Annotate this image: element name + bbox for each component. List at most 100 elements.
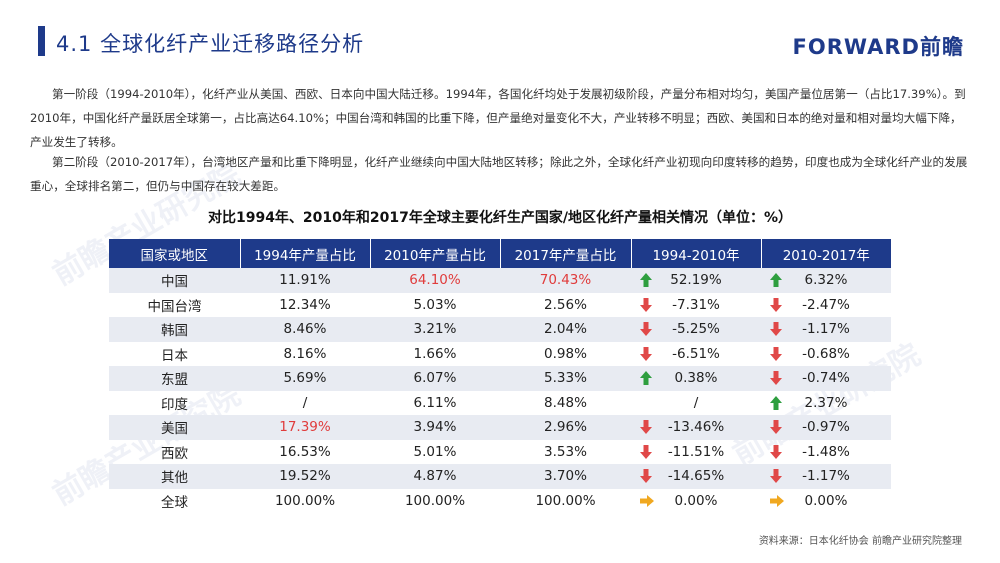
cell-change-1994-2010: -5.25% (631, 317, 761, 342)
cell-change-1994-2010: 0.00% (631, 489, 761, 514)
cell-1994: 8.16% (283, 345, 327, 362)
cell-change-2010-2017: -1.17% (761, 317, 891, 342)
cell-1994: 19.52% (240, 464, 370, 489)
arrow-down-icon (770, 420, 782, 434)
source-note: 资料来源：日本化纤协会 前瞻产业研究院整理 (758, 536, 962, 547)
change-value: -11.51% (667, 443, 725, 460)
cell-change-2010-2017: -0.97% (761, 415, 891, 440)
table-row: 全球 100.00% 100.00% 100.00% 0.00% 0.00% (109, 489, 891, 514)
cell-2010: 100.00% (404, 492, 466, 509)
cell-change-1994-2010: -13.46% (631, 415, 761, 440)
arrow-down-icon (640, 469, 652, 483)
change-value: -14.65% (667, 468, 725, 485)
cell-region: 西欧 (161, 445, 188, 462)
change-value: -1.17% (802, 321, 850, 338)
table-row: 其他 19.52% 4.87% 3.70% -14.65% -1.17% (109, 464, 891, 489)
cell-change-2010-2017: -0.74% (761, 366, 891, 391)
change-value: 2.37% (804, 394, 848, 411)
cell-change-2010-2017: -0.68% (761, 342, 891, 367)
arrow-down-icon (640, 346, 652, 361)
cell-2010: 6.11% (413, 394, 457, 411)
cell-2017: 8.48% (544, 394, 587, 411)
cell-2010: 1.66% (413, 345, 457, 362)
arrow-up-icon (770, 273, 782, 287)
cell-2017: 2.96% (500, 415, 631, 440)
cell-1994: 8.46% (240, 317, 370, 342)
change-value: -2.47% (802, 296, 850, 313)
cell-2010: 64.10% (370, 268, 500, 293)
cell-2017: 2.04% (500, 317, 631, 342)
change-value: -0.97% (802, 419, 850, 436)
change-value: 0.38% (674, 370, 718, 387)
cell-region: 中国台湾 (147, 298, 202, 315)
page-title: 4.1 全球化纤产业迁移路径分析 (56, 32, 365, 56)
cell-change-1994-2010: 52.19% (631, 268, 761, 293)
cell-1994: 12.34% (279, 296, 331, 313)
arrow-down-icon (640, 297, 652, 312)
cell-1994: 5.69% (240, 366, 370, 391)
cell-change-1994-2010: -7.31% (631, 293, 761, 318)
change-value: 52.19% (670, 272, 722, 289)
cell-change-1994-2010: 0.38% (631, 366, 761, 391)
arrow-down-icon (640, 420, 652, 434)
change-value: 6.32% (804, 272, 848, 289)
cell-1994: 16.53% (279, 443, 331, 460)
cell-change-2010-2017: 2.37% (761, 391, 891, 416)
table-row: 中国 11.91% 64.10% 70.43% 52.19% 6.32% (109, 268, 891, 293)
cell-2010: 4.87% (370, 464, 500, 489)
header-2017: 2017年产量占比 (500, 239, 632, 268)
table-title: 对比1994年、2010年和2017年全球主要化纤生产国家/地区化纤产量相关情况… (207, 210, 793, 226)
cell-change-2010-2017: 0.00% (761, 489, 891, 514)
cell-region: 印度 (161, 396, 188, 413)
cell-change-2010-2017: -1.17% (761, 464, 891, 489)
paragraph-stage-two: 第二阶段（2010-2017年），台湾地区产量和比重下降明显，化纤产业继续向中国… (30, 155, 968, 193)
change-value: 0.00% (804, 492, 848, 509)
table-row: 美国 17.39% 3.94% 2.96% -13.46% -0.97% (109, 415, 891, 440)
arrow-up-icon (770, 395, 782, 410)
cell-2017: 0.98% (544, 345, 587, 362)
cell-region: 东盟 (109, 366, 240, 391)
brand-logo: FORWARD前瞻 (792, 35, 964, 59)
table-row: 印度 / 6.11% 8.48% / 2.37% (109, 391, 891, 416)
cell-1994: 100.00% (274, 492, 336, 509)
change-value: / (693, 394, 699, 411)
cell-region: 韩国 (109, 317, 240, 342)
cell-2010: 5.01% (413, 443, 457, 460)
cell-2017: 3.70% (500, 464, 631, 489)
cell-2017: 5.33% (500, 366, 631, 391)
cell-region: 美国 (109, 415, 240, 440)
arrow-down-icon (770, 346, 782, 361)
cell-2010: 6.07% (370, 366, 500, 391)
cell-change-2010-2017: 6.32% (761, 268, 891, 293)
change-value: 0.00% (674, 492, 718, 509)
table-row: 西欧 16.53% 5.01% 3.53% -11.51% -1.48% (109, 440, 891, 465)
arrow-down-icon (770, 297, 782, 312)
arrow-down-icon (640, 444, 652, 459)
cell-2017: 3.53% (544, 443, 587, 460)
change-value: -7.31% (672, 296, 720, 313)
change-value: -5.25% (672, 321, 720, 338)
arrow-down-icon (640, 322, 652, 336)
arrow-right-icon (770, 494, 784, 507)
cell-change-1994-2010: -14.65% (631, 464, 761, 489)
change-value: -0.68% (802, 345, 850, 362)
cell-region: 日本 (161, 347, 188, 364)
arrow-up-icon (640, 273, 652, 287)
cell-region: 全球 (161, 494, 188, 511)
cell-change-2010-2017: -1.48% (761, 440, 891, 465)
table-row: 韩国 8.46% 3.21% 2.04% -5.25% -1.17% (109, 317, 891, 342)
cell-region: 中国 (109, 268, 240, 293)
header-change-2010-2017: 2010-2017年 (761, 239, 891, 268)
header-1994: 1994年产量占比 (240, 239, 371, 268)
change-value: -1.17% (802, 468, 850, 485)
cell-2010: 3.21% (370, 317, 500, 342)
cell-change-1994-2010: -11.51% (631, 440, 761, 465)
table-row: 东盟 5.69% 6.07% 5.33% 0.38% -0.74% (109, 366, 891, 391)
table-row: 中国台湾 12.34% 5.03% 2.56% -7.31% -2.47% (109, 293, 891, 318)
header-region: 国家或地区 (109, 239, 241, 268)
cell-change-2010-2017: -2.47% (761, 293, 891, 318)
change-value: -1.48% (802, 443, 850, 460)
cell-2010: 3.94% (370, 415, 500, 440)
arrow-down-icon (770, 469, 782, 483)
title-accent-bar (38, 26, 45, 56)
